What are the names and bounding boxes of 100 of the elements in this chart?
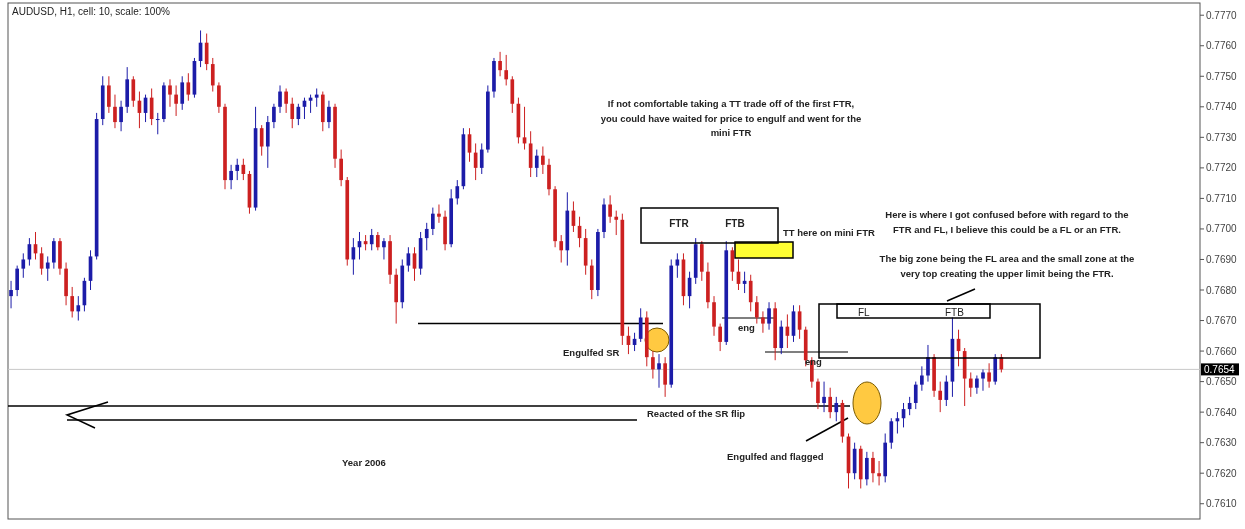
candlestick <box>913 381 918 410</box>
annotation: If not comfortable taking a TT trade off of the first FTR, you could have waited for price to engulf and went for the mini FTR <box>600 98 862 138</box>
y-tick-label: 0.7710 <box>1206 192 1238 204</box>
annotation: Here is where I got confused before with regard to the FTR and FL, I believe this could be a FL or an FTR. <box>885 209 1129 235</box>
y-tick-label: 0.7640 <box>1206 406 1238 418</box>
candlestick <box>761 310 765 334</box>
candlestick <box>369 228 374 251</box>
candlestick <box>926 344 930 383</box>
candlestick <box>865 451 869 486</box>
candlestick <box>663 356 667 398</box>
candlestick <box>21 252 26 279</box>
candlestick <box>431 207 435 236</box>
candlestick <box>675 252 680 279</box>
annotation: FL <box>858 307 871 318</box>
y-tick-label: 0.7720 <box>1206 162 1238 174</box>
candlestick <box>174 84 178 117</box>
candlestick <box>155 112 160 135</box>
candlestick <box>816 378 820 410</box>
candlestick <box>168 78 172 108</box>
candlestick <box>748 274 753 312</box>
candlestick <box>718 323 722 352</box>
candlestick <box>107 75 111 114</box>
candlestick <box>272 103 276 129</box>
annotation: Engulfed SR <box>563 347 620 358</box>
candlestick <box>259 124 264 157</box>
candlestick <box>204 33 209 71</box>
annotation: eng <box>738 322 756 333</box>
chart-title: AUDUSD, H1, cell: 10, scale: 100% <box>12 6 170 17</box>
candlestick <box>987 362 991 389</box>
y-tick-label: 0.7610 <box>1206 498 1238 510</box>
annotation: Reacted of the SR flip <box>647 408 746 419</box>
candlestick <box>614 210 619 236</box>
candlestick <box>944 375 949 407</box>
candlestick <box>498 51 502 77</box>
candlestick <box>479 142 484 175</box>
candlestick <box>638 307 643 343</box>
candlestick <box>754 295 759 325</box>
y-tick-label: 0.7670 <box>1206 315 1238 327</box>
candlestick <box>975 375 979 395</box>
candlestick <box>70 286 75 318</box>
candlestick <box>15 265 19 297</box>
y-tick-label: 0.7700 <box>1206 223 1238 235</box>
candlestick <box>877 460 881 486</box>
candlestick <box>235 158 240 181</box>
y-tick-label: 0.7760 <box>1206 40 1238 52</box>
candlestick <box>455 179 460 206</box>
candlestick <box>779 320 784 355</box>
candlestick <box>76 295 81 322</box>
candlestick <box>186 72 191 102</box>
annotation: Year 2006 <box>342 457 386 468</box>
candlestick <box>559 234 564 264</box>
annotation: FTB <box>945 307 965 318</box>
annotation: The big zone being the FL area and the small zone at the very top creating the upper limit being the FTR. <box>879 253 1135 279</box>
y-tick-label: 0.7740 <box>1206 101 1238 113</box>
candlestick <box>424 222 429 251</box>
candlestick <box>834 396 839 422</box>
y-tick-label: 0.7660 <box>1206 345 1238 357</box>
candlestick <box>119 100 123 132</box>
candlestick <box>651 350 655 380</box>
candlestick <box>314 87 319 108</box>
candlestick <box>968 371 973 398</box>
candlestick <box>437 204 441 224</box>
candlestick <box>375 231 380 251</box>
candlestick <box>131 75 136 108</box>
candlestick <box>981 368 985 392</box>
y-tick-label: 0.7630 <box>1206 437 1238 449</box>
candlestick <box>920 365 924 392</box>
candlestick <box>382 237 386 260</box>
y-tick-label: 0.7680 <box>1206 284 1238 296</box>
candlestick <box>938 381 943 413</box>
candlestick <box>608 194 612 224</box>
candlestick <box>9 280 13 309</box>
candlestick <box>889 417 894 450</box>
candlestick <box>45 255 50 282</box>
candlestick <box>113 94 117 129</box>
y-tick-label: 0.7770 <box>1206 9 1238 21</box>
candlestick <box>210 57 215 93</box>
candlestick <box>657 353 661 389</box>
y-tick-label: 0.7750 <box>1206 70 1238 82</box>
candlestick <box>217 81 221 114</box>
y-tick-label: 0.7620 <box>1206 467 1238 479</box>
candlestick <box>534 149 539 178</box>
y-tick-label: 0.7730 <box>1206 131 1238 143</box>
candlestick <box>284 87 288 114</box>
y-tick-label: 0.7690 <box>1206 253 1238 265</box>
annotation: FTR <box>669 218 690 229</box>
candlestick <box>290 97 295 129</box>
candlestick <box>871 451 875 483</box>
candlestick <box>327 100 331 129</box>
annotation: FTB <box>725 218 745 229</box>
ref-line-label: 0.7654 <box>1204 364 1236 376</box>
candlestick <box>767 301 771 331</box>
annotation: TT here on mini FTR <box>783 227 875 238</box>
candlestick <box>52 237 56 270</box>
y-tick-label: 0.7650 <box>1206 376 1238 388</box>
candlestick <box>504 54 509 86</box>
candlestick <box>180 75 185 111</box>
candlestick <box>278 84 282 114</box>
candlestick <box>828 387 833 419</box>
candlestick <box>339 149 343 187</box>
